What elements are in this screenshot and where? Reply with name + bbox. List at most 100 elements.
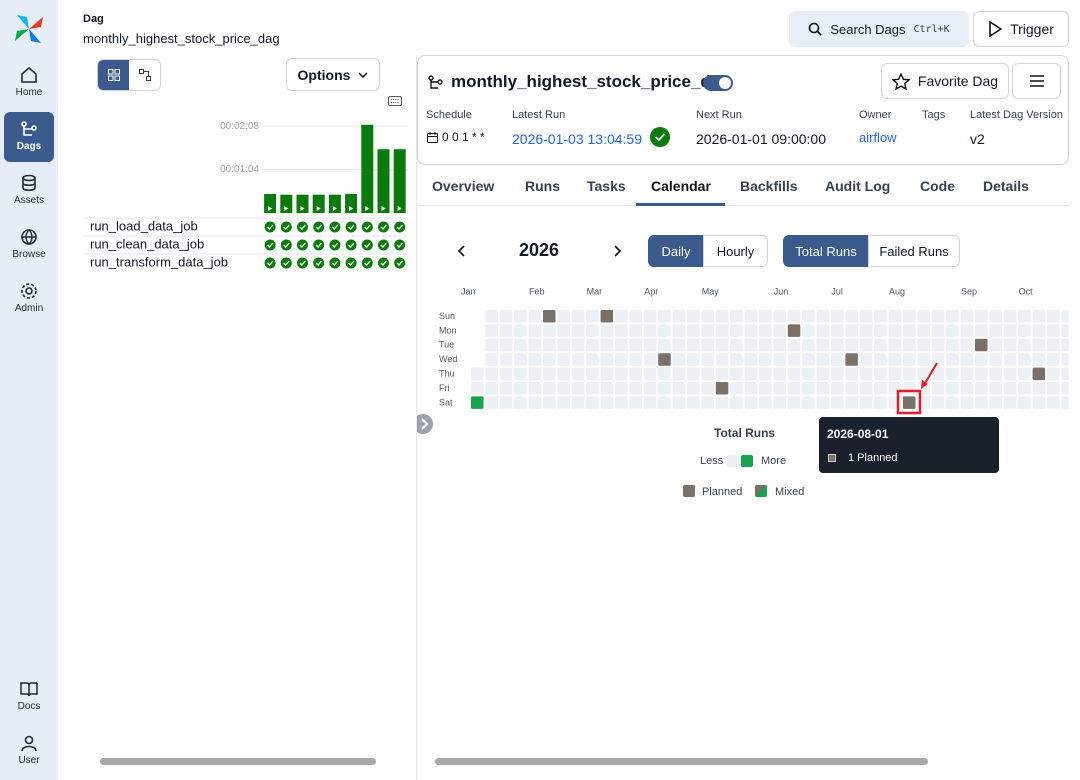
nav-docs[interactable]: Docs: [4, 672, 54, 722]
nav-home[interactable]: Home: [4, 58, 54, 108]
tab[interactable]: Details: [983, 178, 1029, 194]
day-cell: [629, 367, 642, 381]
search-button[interactable]: Search Dags Ctrl+K: [789, 11, 969, 47]
day-cell: [1003, 396, 1017, 409]
legend-less: Less: [700, 455, 724, 467]
run-cell: [471, 396, 484, 409]
day-cell: [658, 382, 671, 395]
day-cell: [586, 324, 599, 337]
tab[interactable]: Code: [920, 178, 955, 194]
day-cell: [1061, 353, 1069, 366]
legend-swatch-less: [727, 455, 739, 467]
day-cell: [471, 367, 484, 381]
graph-view[interactable]: [129, 60, 160, 90]
breadcrumb-dag[interactable]: monthly_highest_stock_price_dag: [83, 31, 280, 46]
day-cell: [1047, 324, 1060, 337]
scrollbar-left[interactable]: [100, 758, 376, 765]
day-cell: [658, 310, 671, 323]
nav-label: Assets: [13, 195, 44, 206]
prev-year[interactable]: [457, 245, 467, 257]
legend-swatch-more: [741, 455, 753, 467]
day-cell: [643, 382, 657, 395]
task-check: [380, 224, 387, 230]
day-cell: [701, 367, 714, 381]
day-cell: [773, 353, 786, 366]
day-cell: [989, 353, 1002, 366]
task-check: [348, 224, 355, 230]
view-toggle[interactable]: [97, 59, 161, 91]
day-cell: [744, 367, 758, 381]
day-cell: [744, 324, 758, 337]
day-cell: [931, 367, 945, 381]
shortcut: Ctrl+K: [913, 23, 950, 35]
day-cell: [543, 353, 556, 366]
task-check: [283, 260, 290, 266]
day-cell: [744, 353, 758, 366]
latest-run-link[interactable]: 2026-01-03 13:04:59: [512, 131, 642, 147]
day-cell: [715, 396, 729, 409]
daily-button[interactable]: Daily: [648, 235, 704, 267]
day-cell: [1032, 310, 1046, 323]
day-cell: [701, 382, 714, 395]
day-cell: [514, 338, 527, 352]
day-cell: [672, 367, 686, 381]
day-cell: [1061, 382, 1069, 395]
trigger-button[interactable]: Trigger: [973, 11, 1069, 47]
search-text: Search Dags: [830, 21, 906, 37]
nav-admin[interactable]: Admin: [4, 274, 54, 324]
task-check: [331, 224, 339, 230]
calendar-icon: [427, 132, 438, 143]
nav-dags[interactable]: Dags: [4, 112, 54, 162]
tab[interactable]: Audit Log: [825, 178, 891, 194]
day-cell: [730, 310, 743, 323]
day-cell: [946, 338, 959, 352]
day-cell: [543, 324, 556, 337]
menu-button[interactable]: [1012, 63, 1061, 99]
day-cell: [1003, 367, 1017, 381]
day-cell: [874, 353, 887, 366]
total-runs-button[interactable]: Total Runs: [783, 235, 869, 267]
nav-browse[interactable]: Browse: [4, 220, 54, 270]
options-button[interactable]: Options: [286, 58, 380, 91]
tab[interactable]: Backfills: [740, 178, 798, 194]
nav-user[interactable]: User: [4, 726, 54, 776]
task-check: [315, 260, 322, 266]
day-cell: [1003, 382, 1017, 395]
tab[interactable]: Overview: [432, 178, 495, 194]
hourly-button[interactable]: Hourly: [703, 235, 768, 267]
day-cell: [903, 338, 916, 352]
next-year[interactable]: [612, 245, 622, 257]
keyboard-icon[interactable]: [388, 96, 402, 106]
day-cell: [485, 382, 498, 395]
tab-rule: [417, 205, 1069, 206]
day-cell: [946, 310, 959, 323]
day-cell: [557, 382, 570, 395]
scrollbar-right[interactable]: [435, 758, 928, 765]
nav-assets[interactable]: Assets: [4, 166, 54, 216]
tab[interactable]: Tasks: [587, 178, 626, 194]
pause-toggle[interactable]: [703, 75, 733, 91]
day-cell: [744, 396, 758, 409]
day-cell: [643, 324, 657, 337]
day-cell: [888, 310, 902, 323]
owner-link[interactable]: airflow: [859, 130, 897, 145]
day-cell: [931, 396, 945, 409]
task-name: run_clean_data_job: [90, 236, 204, 251]
day-cell: [615, 338, 628, 352]
day-cell: [759, 338, 772, 352]
favorite-button[interactable]: Favorite Dag: [881, 63, 1009, 99]
task-check: [283, 224, 290, 230]
task-check: [283, 242, 290, 248]
planned-cell: [787, 324, 801, 337]
collapse-handle[interactable]: [417, 414, 435, 434]
tab-active[interactable]: Calendar: [651, 178, 711, 194]
day-cell: [499, 324, 513, 337]
meta-label: Latest Dag Version: [970, 109, 1063, 121]
day-cell: [499, 338, 513, 352]
failed-runs-button[interactable]: Failed Runs: [868, 235, 960, 267]
day-cell: [946, 324, 959, 337]
day-cell: [917, 353, 930, 366]
grid-view[interactable]: [98, 60, 129, 90]
day-cell: [859, 382, 873, 395]
tab[interactable]: Runs: [525, 178, 560, 194]
